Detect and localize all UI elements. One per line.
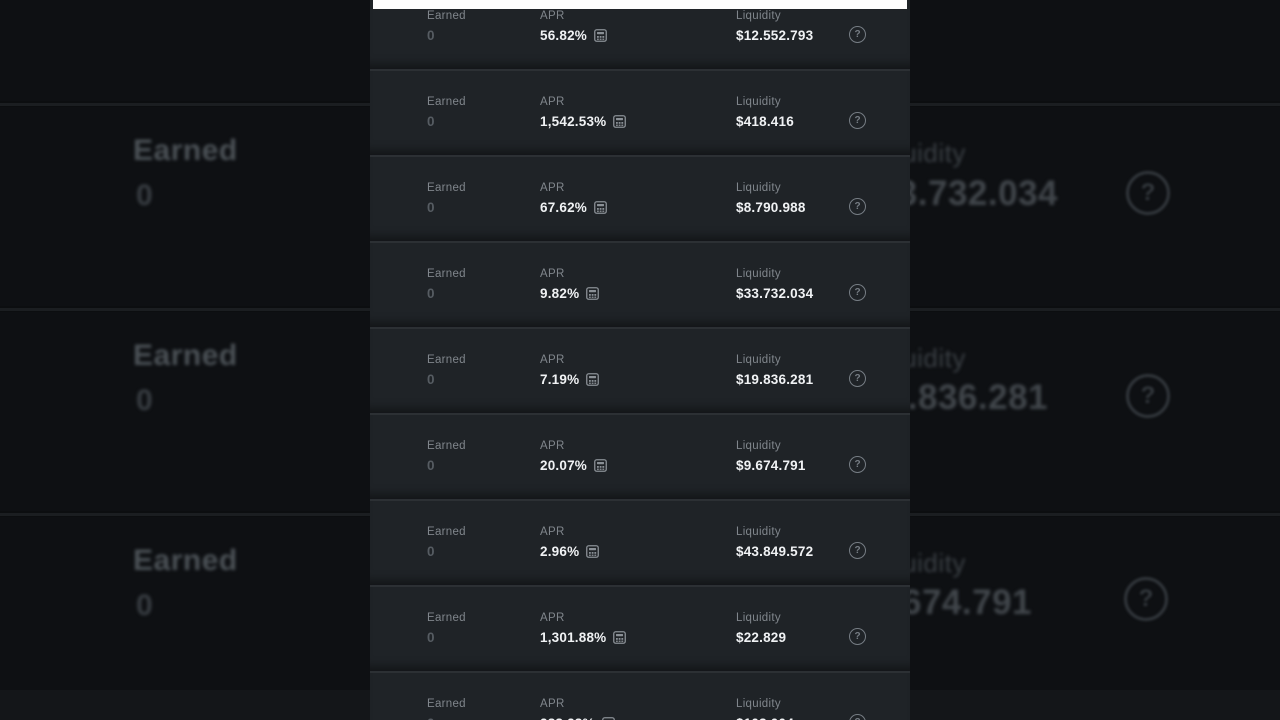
farm-row[interactable]: Earned 0 APR 1,542.53% Liquidity $418.41… <box>370 69 910 155</box>
earned-value: 0 <box>427 114 435 129</box>
earned-value: 0 <box>427 715 435 720</box>
bg-help-icon: ? <box>1126 171 1170 215</box>
bg-help-icon: ? <box>1126 374 1170 418</box>
apr-label: APR <box>540 182 565 194</box>
earned-label: Earned <box>427 96 466 108</box>
calculator-icon[interactable] <box>586 373 600 386</box>
earned-value: 0 <box>427 28 435 43</box>
liquidity-label: Liquidity <box>736 526 781 538</box>
farm-row[interactable]: Earned 0 APR 9.82% Liquidity $33.732.034 <box>370 241 910 327</box>
bg-help-icon: ? <box>1124 577 1168 621</box>
bg-earned-label: Earned <box>133 339 238 372</box>
liquidity-label: Liquidity <box>736 612 781 624</box>
calculator-icon[interactable] <box>613 115 627 128</box>
help-icon[interactable]: ? <box>849 456 866 473</box>
liquidity-label: Liquidity <box>736 698 781 710</box>
earned-value: 0 <box>427 372 435 387</box>
earned-value: 0 <box>427 286 435 301</box>
liquidity-label: Liquidity <box>736 182 781 194</box>
earned-value: 0 <box>427 458 435 473</box>
earned-label: Earned <box>427 612 466 624</box>
liquidity-value: $22.829 <box>736 630 787 645</box>
liquidity-value: $33.732.034 <box>736 286 814 301</box>
help-icon[interactable]: ? <box>849 198 866 215</box>
apr-label: APR <box>540 354 565 366</box>
liquidity-label: Liquidity <box>736 268 781 280</box>
bg-earned-value: 0 <box>136 589 153 622</box>
apr-label: APR <box>540 526 565 538</box>
help-icon[interactable]: ? <box>849 370 866 387</box>
farm-row[interactable]: Earned 0 APR 20.07% Liquidity $9.674.791 <box>370 413 910 499</box>
liquidity-value: $103.004 <box>736 715 794 720</box>
apr-value: 1,301.88% <box>540 630 607 645</box>
farm-row[interactable]: Earned 0 APR 1,301.88% Liquidity $22.829 <box>370 585 910 671</box>
help-icon[interactable]: ? <box>849 26 866 43</box>
liquidity-value: $19.836.281 <box>736 372 814 387</box>
liquidity-label: Liquidity <box>736 440 781 452</box>
farm-row[interactable]: Earned 0 APR 2.96% Liquidity $43.849.572 <box>370 499 910 585</box>
help-icon[interactable]: ? <box>849 284 866 301</box>
earned-label: Earned <box>427 440 466 452</box>
calculator-icon[interactable] <box>601 717 615 720</box>
bg-earned-label: Earned <box>133 134 238 167</box>
calculator-icon[interactable] <box>586 545 600 558</box>
earned-value: 0 <box>427 200 435 215</box>
apr-label: APR <box>540 698 565 710</box>
earned-label: Earned <box>427 182 466 194</box>
apr-value: 9.82% <box>540 286 580 301</box>
farm-row[interactable]: Earned 0 APR 67.62% Liquidity $8.790.988 <box>370 155 910 241</box>
apr-value: 288.28% <box>540 715 595 720</box>
liquidity-label: Liquidity <box>736 354 781 366</box>
apr-value: 56.82% <box>540 28 587 43</box>
earned-label: Earned <box>427 526 466 538</box>
earned-label: Earned <box>427 354 466 366</box>
calculator-icon[interactable] <box>594 29 607 42</box>
liquidity-value: $12.552.793 <box>736 28 814 43</box>
apr-label: APR <box>540 440 565 452</box>
farm-row[interactable]: Earned 0 APR 56.82% Liquidity $12.552.79… <box>370 0 910 69</box>
apr-value: 1,542.53% <box>540 114 607 129</box>
apr-label: APR <box>540 268 565 280</box>
apr-value: 2.96% <box>540 544 580 559</box>
earned-value: 0 <box>427 544 435 559</box>
top-white-bar <box>373 0 907 9</box>
earned-label: Earned <box>427 698 466 710</box>
apr-value: 67.62% <box>540 200 587 215</box>
earned-label: Earned <box>427 10 466 22</box>
farms-table-panel: Earned 0 APR 56.82% Liquidity $12.552.79… <box>370 0 910 720</box>
farm-row[interactable]: Earned 0 APR 288.28% Liquidity $103.004 … <box>370 671 910 720</box>
bg-earned-value: 0 <box>136 179 153 212</box>
apr-label: APR <box>540 96 565 108</box>
earned-value: 0 <box>427 630 435 645</box>
apr-value: 20.07% <box>540 458 587 473</box>
help-icon[interactable]: ? <box>849 112 866 129</box>
liquidity-value: $418.416 <box>736 114 794 129</box>
apr-label: APR <box>540 10 565 22</box>
calculator-icon[interactable] <box>613 631 627 644</box>
apr-label: APR <box>540 612 565 624</box>
help-icon[interactable]: ? <box>849 542 866 559</box>
farm-row[interactable]: Earned 0 APR 7.19% Liquidity $19.836.281 <box>370 327 910 413</box>
liquidity-label: Liquidity <box>736 10 781 22</box>
liquidity-value: $9.674.791 <box>736 458 806 473</box>
calculator-icon[interactable] <box>594 459 607 472</box>
apr-value: 7.19% <box>540 372 580 387</box>
bg-earned-value: 0 <box>136 384 153 417</box>
liquidity-value: $43.849.572 <box>736 544 814 559</box>
calculator-icon[interactable] <box>586 287 600 300</box>
bg-earned-label: Earned <box>133 544 238 577</box>
liquidity-value: $8.790.988 <box>736 200 806 215</box>
calculator-icon[interactable] <box>594 201 607 214</box>
help-icon[interactable]: ? <box>849 628 866 645</box>
earned-label: Earned <box>427 268 466 280</box>
help-icon[interactable]: ? <box>849 714 866 720</box>
liquidity-label: Liquidity <box>736 96 781 108</box>
